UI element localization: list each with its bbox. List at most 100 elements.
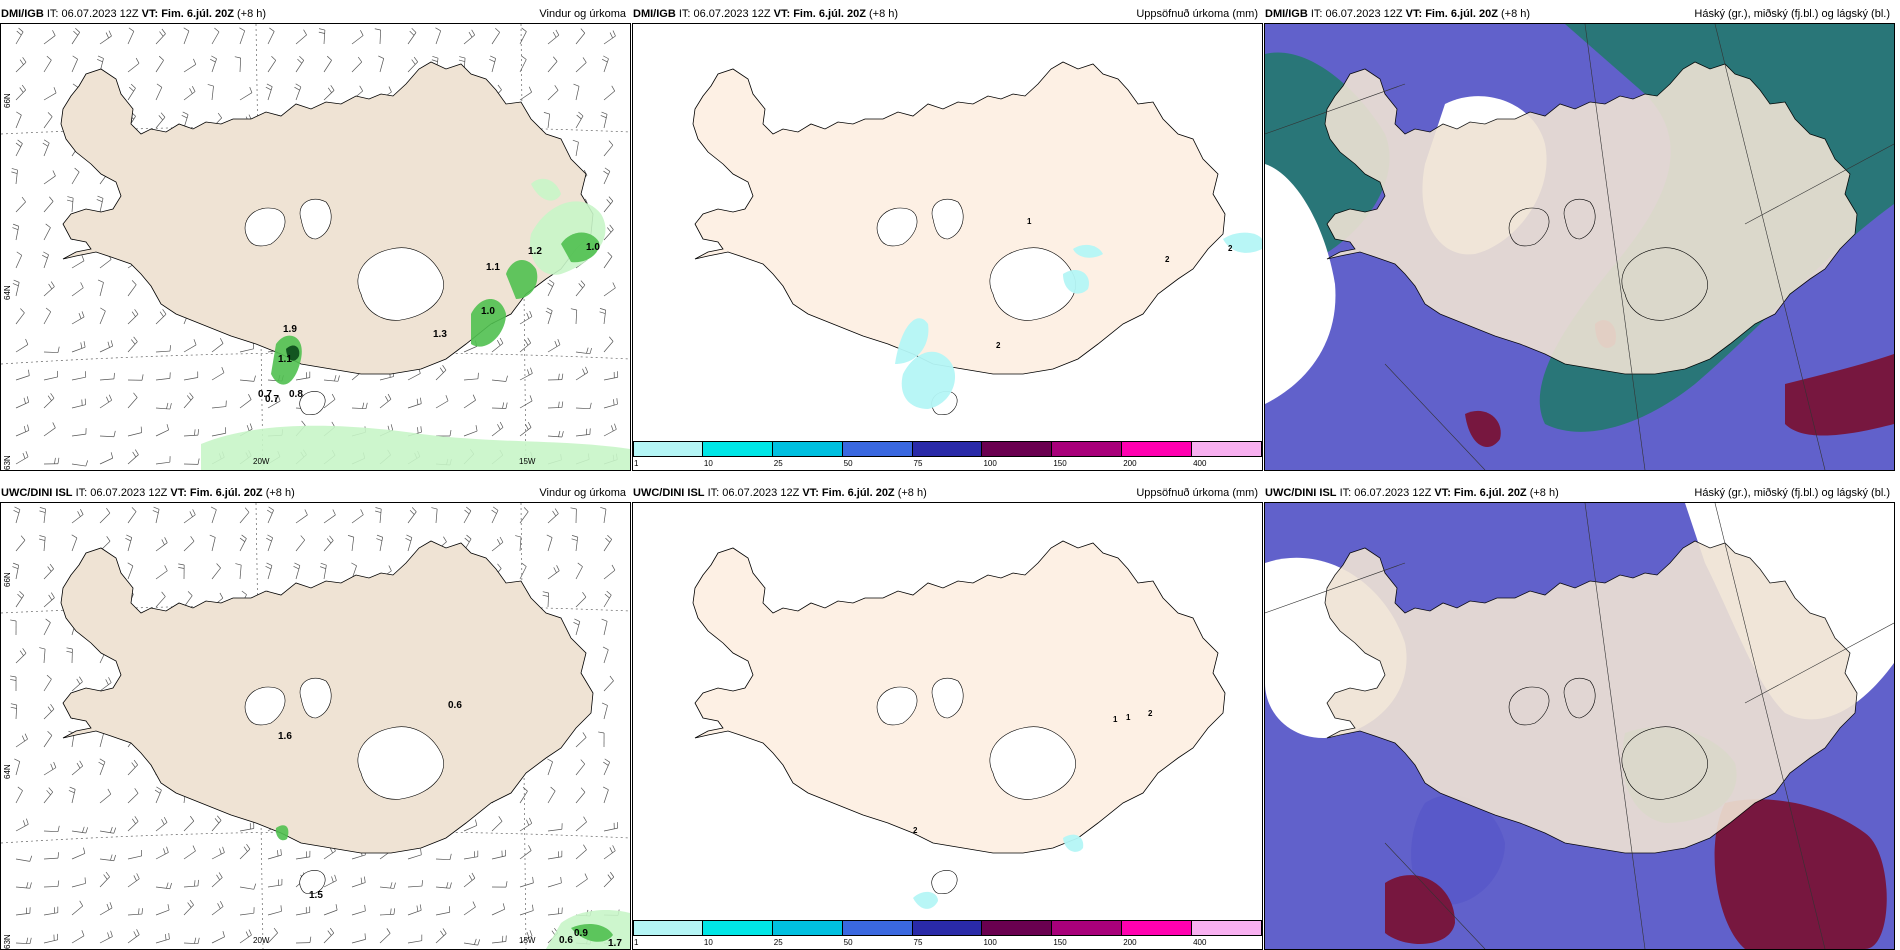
graticule-line bbox=[1384, 842, 1486, 949]
wind-barb bbox=[43, 196, 54, 213]
wind-barb bbox=[183, 879, 199, 888]
wind-barb bbox=[519, 367, 533, 381]
wind-barb bbox=[43, 457, 60, 465]
wind-barb bbox=[323, 874, 337, 888]
precip-value-label: 0.6 bbox=[448, 700, 462, 711]
wind-barb bbox=[15, 251, 23, 269]
wind-barb bbox=[547, 850, 563, 860]
wind-barb bbox=[43, 346, 60, 353]
wind-barb bbox=[295, 936, 312, 944]
map-area[interactable] bbox=[1264, 502, 1895, 950]
wind-barb bbox=[71, 826, 89, 834]
precip-area bbox=[1223, 232, 1262, 253]
wind-barb bbox=[39, 535, 46, 552]
wind-barb bbox=[435, 928, 447, 944]
legend-swatch bbox=[842, 441, 913, 457]
wind-barb bbox=[43, 787, 54, 804]
wind-barb bbox=[351, 509, 364, 524]
precip-value-label: 2 bbox=[1148, 709, 1153, 718]
map-area[interactable] bbox=[1264, 23, 1895, 471]
wind-barb bbox=[491, 536, 504, 552]
wind-barb bbox=[295, 535, 306, 552]
map-area[interactable]: 66N 64N 63N 20W 15W 0.6 1.6 1.5 0.9 0.6 1.7 bbox=[0, 502, 631, 950]
legend-swatch bbox=[1052, 441, 1123, 457]
model-name: UWC/DINI ISL bbox=[633, 487, 705, 499]
wind-barb bbox=[379, 928, 391, 944]
wind-barb bbox=[351, 876, 366, 888]
wind-barb bbox=[127, 562, 134, 580]
wind-barb bbox=[573, 618, 581, 636]
map-svg bbox=[1, 503, 630, 949]
wind-barb bbox=[519, 310, 533, 325]
wind-barb bbox=[15, 396, 30, 409]
wind-barb bbox=[491, 375, 508, 382]
model-name: DMI/IGB bbox=[1265, 8, 1308, 20]
legend-swatch bbox=[1052, 920, 1123, 936]
wind-barb bbox=[463, 425, 478, 437]
wind-barb bbox=[15, 27, 24, 45]
wind-barb bbox=[71, 930, 85, 944]
wind-barb bbox=[183, 845, 196, 860]
precip-area bbox=[531, 178, 561, 201]
glacier-outline bbox=[244, 686, 286, 726]
wind-barb bbox=[519, 395, 533, 409]
legend-frame bbox=[633, 441, 1262, 457]
precip-value-label: 1.7 bbox=[608, 938, 622, 949]
wind-barb bbox=[547, 430, 564, 438]
legend-tick: 400 bbox=[1193, 938, 1207, 947]
wind-barb bbox=[601, 55, 609, 73]
wind-barb bbox=[463, 506, 472, 524]
precip-value-label: 1 bbox=[1126, 713, 1131, 722]
wind-barb bbox=[603, 140, 614, 157]
wind-barb bbox=[15, 818, 29, 832]
map-area[interactable]: 1 1 2 2 1 10 25 50 75 100 150 200 400 bbox=[632, 502, 1263, 950]
glacier-outline bbox=[357, 247, 444, 321]
glacier-outline bbox=[931, 870, 958, 895]
wind-barb bbox=[347, 535, 355, 552]
map-area[interactable]: 1 2 2 2 1 10 25 50 75 100 150 200 400 bbox=[632, 23, 1263, 471]
wind-barb bbox=[599, 308, 607, 325]
legend-tick: 10 bbox=[703, 938, 713, 947]
wind-barb bbox=[127, 83, 136, 101]
graticule-line bbox=[1744, 143, 1894, 225]
wind-barb bbox=[519, 337, 532, 353]
wind-barb bbox=[239, 844, 251, 860]
wind-barb bbox=[547, 29, 560, 45]
wind-barb bbox=[491, 421, 504, 437]
wind-barb bbox=[575, 562, 583, 580]
lat-label: 63N bbox=[3, 934, 12, 949]
wind-barb bbox=[43, 731, 53, 748]
wind-barb bbox=[127, 426, 142, 437]
wind-barb bbox=[374, 28, 381, 45]
wind-barb bbox=[603, 30, 616, 45]
wind-barb bbox=[323, 55, 332, 73]
wind-barb bbox=[267, 849, 282, 860]
wind-barb bbox=[265, 83, 273, 101]
glacier-outline bbox=[931, 198, 964, 240]
wind-barb bbox=[603, 534, 613, 552]
wind-barb bbox=[99, 394, 112, 409]
wind-barb bbox=[15, 590, 25, 608]
legend-tick: 75 bbox=[913, 938, 923, 947]
wind-barb bbox=[491, 849, 506, 860]
wind-barb bbox=[547, 85, 559, 101]
precip-value-label: 1.5 bbox=[309, 890, 323, 901]
graticule-line bbox=[520, 24, 527, 470]
cloud-field bbox=[1465, 410, 1501, 447]
wind-barb bbox=[463, 872, 476, 888]
wind-barb bbox=[183, 536, 195, 552]
panel-title: Uppsöfnuð úrkoma (mm) bbox=[1136, 8, 1258, 20]
wind-barb bbox=[463, 850, 479, 860]
map-area[interactable]: 66N 64N 63N 20W 15W 0.7 1.2 1.0 1.1 1.0 1.9 1.1 0.7 0… bbox=[0, 23, 631, 471]
wind-barb bbox=[379, 882, 396, 889]
glacier-outline bbox=[931, 677, 964, 719]
wind-barb bbox=[43, 307, 52, 325]
panel-title: Háský (gr.), miðský (fj.bl.) og lágský (… bbox=[1694, 487, 1890, 499]
wind-barb bbox=[183, 815, 195, 832]
wind-barb bbox=[407, 934, 423, 944]
wind-barb bbox=[71, 900, 84, 916]
wind-barb bbox=[15, 733, 28, 748]
wind-barb bbox=[127, 929, 140, 944]
wind-barb bbox=[155, 565, 168, 580]
wind-barb bbox=[183, 429, 199, 437]
